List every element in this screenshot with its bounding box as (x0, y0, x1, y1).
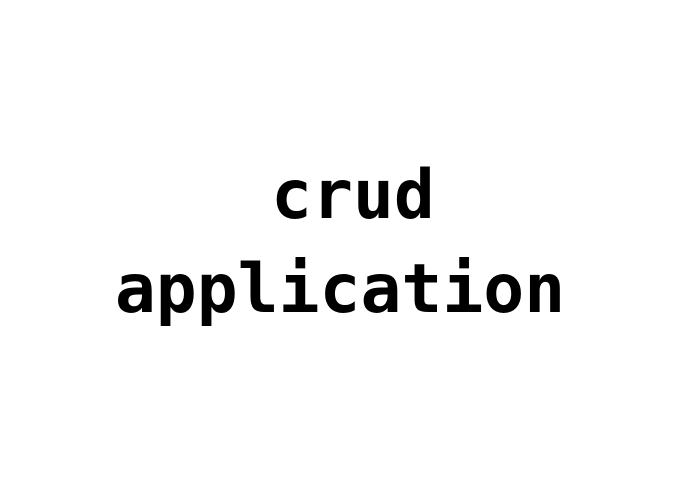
title-line-1: crud (271, 156, 435, 235)
title-line-2: application (114, 250, 566, 329)
